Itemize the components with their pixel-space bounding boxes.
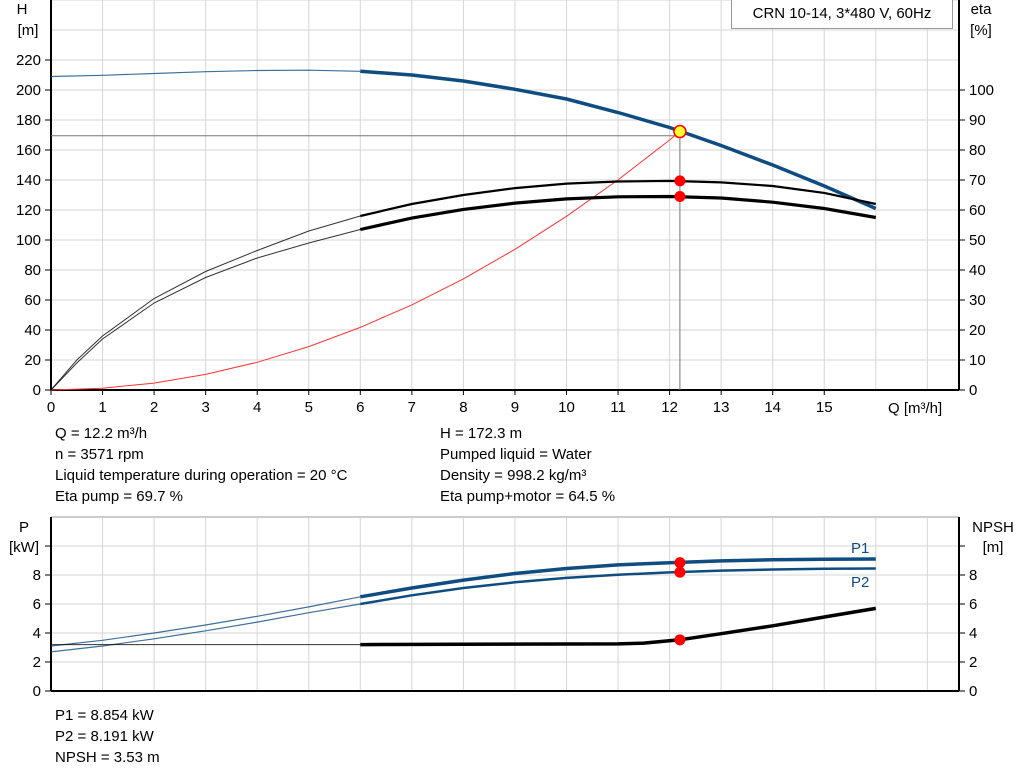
duty-point (673, 124, 687, 139)
axis-labels: H [m] eta [%] Q [m³/h] P [kW] NPSH [m] P… (9, 1, 1014, 591)
h-tick-label: 40 (24, 322, 41, 339)
q-tick-label: 9 (511, 399, 519, 416)
info-left: Q = 12.2 m³/h n = 3571 rpm Liquid temper… (55, 423, 347, 507)
p-tick-label: 8 (33, 567, 41, 584)
npsh-tick-label: 4 (969, 625, 977, 642)
info-q: Q = 12.2 m³/h (55, 425, 148, 442)
npsh-duty-point (674, 634, 686, 646)
p1-curve-line-extrapolated (50, 596, 361, 647)
info-right: H = 172.3 m Pumped liquid = Water Densit… (440, 423, 615, 507)
npsh-tick-label: 6 (969, 596, 977, 613)
h-tick-label: 220 (16, 52, 41, 69)
npsh-axis-unit: [m] (983, 539, 1004, 556)
p1-duty-point (674, 557, 686, 569)
p-tick-label: 2 (33, 654, 41, 671)
h-axis-label: H (17, 1, 28, 18)
p1-series-label: P1 (851, 540, 869, 557)
h-tick-label: 0 (33, 382, 41, 399)
info-temp: Liquid temperature during operation = 20… (55, 467, 348, 484)
info-eta-pump: Eta pump = 69.7 % (55, 488, 183, 505)
q-tick-label: 11 (610, 399, 626, 416)
eta-axis-unit: [%] (970, 22, 992, 39)
eta-tick-label: 80 (969, 142, 986, 159)
head-curve-line (360, 69, 877, 211)
info-power: P1 = 8.854 kW P2 = 8.191 kW NPSH = 3.53 … (55, 705, 160, 768)
q-tick-label: 8 (459, 399, 467, 416)
h-tick-label: 140 (16, 172, 41, 189)
eta-tick-label: 60 (969, 202, 986, 219)
top-grid: 0 1 2 3 4 5 6 7 8 9 10 11 12 13 14 15020406080100120140… (16, 0, 994, 416)
info-density: Density = 998.2 kg/m³ (440, 467, 587, 484)
p-axis-label: P (19, 519, 29, 536)
eta-tick-label: 50 (969, 232, 986, 249)
q-tick-label: 10 (558, 399, 575, 416)
bottom-grid: 0 2 4 6 8 0 2 4 6 8 (33, 516, 977, 700)
q-tick-label: 14 (764, 399, 781, 416)
q-tick-label: 4 (253, 399, 261, 416)
q-tick-label: 7 (408, 399, 416, 416)
h-tick-label: 80 (24, 262, 41, 279)
eta-pump-motor-curve-line (359, 194, 877, 232)
h-axis-unit: [m] (18, 22, 39, 39)
info-n: n = 3571 rpm (55, 446, 144, 463)
npsh-axis-label: NPSH (972, 519, 1014, 536)
p1-curve-line (360, 557, 876, 599)
eta-pump-curve-line-extrapolated (50, 215, 361, 391)
q-tick-label: 6 (356, 399, 364, 416)
eta-tick-label: 40 (969, 262, 986, 279)
eta-tick-label: 90 (969, 112, 986, 129)
q-tick-label: 13 (713, 399, 730, 416)
npsh-curve-line (360, 606, 877, 647)
info-liquid: Pumped liquid = Water (440, 446, 592, 463)
p-tick-label: 0 (33, 683, 41, 700)
npsh-tick-label: 0 (969, 683, 977, 700)
p2-duty-point (674, 566, 686, 578)
eta-axis-label: eta (971, 1, 993, 18)
q-tick-label: 15 (816, 399, 833, 416)
eta-tick-label: 20 (969, 322, 986, 339)
q-axis-label: Q [m³/h] (888, 400, 942, 417)
q-tick-label: 2 (150, 399, 158, 416)
info-npsh: NPSH = 3.53 m (55, 749, 160, 766)
p2-curve-line-extrapolated (50, 603, 361, 653)
h-tick-label: 20 (24, 352, 41, 369)
p2-series-label: P2 (851, 574, 869, 591)
eta-pump-duty-point (674, 175, 686, 187)
h-tick-label: 120 (16, 202, 41, 219)
q-tick-label: 0 (47, 399, 55, 416)
eta-tick-label: 70 (969, 172, 986, 189)
p2-curve-line (360, 567, 876, 606)
eta-pump-curve-line (360, 179, 877, 218)
p-tick-label: 4 (33, 625, 41, 642)
head-curve-line-extrapolated (50, 69, 361, 78)
system-curve-line (50, 131, 681, 391)
q-tick-label: 5 (305, 399, 313, 416)
h-tick-label: 100 (16, 232, 41, 249)
npsh-tick-label: 2 (969, 654, 977, 671)
info-p1: P1 = 8.854 kW (55, 707, 154, 724)
eta-tick-label: 30 (969, 292, 986, 309)
h-tick-label: 200 (16, 82, 41, 99)
info-p2: P2 = 8.191 kW (55, 728, 154, 745)
info-h: H = 172.3 m (440, 425, 523, 442)
npsh-tick-label: 8 (969, 567, 977, 584)
h-tick-label: 180 (16, 112, 41, 129)
eta-tick-label: 100 (969, 82, 994, 99)
q-tick-label: 1 (98, 399, 106, 416)
info-eta-total: Eta pump+motor = 64.5 % (440, 488, 616, 505)
eta-tick-label: 10 (969, 352, 986, 369)
top-marks (50, 69, 877, 391)
eta-tick-label: 0 (969, 382, 977, 399)
eta-pump-motor-curve-line-extrapolated (50, 229, 361, 391)
bottom-marks (50, 557, 877, 653)
q-tick-label: 3 (201, 399, 209, 416)
h-tick-label: 60 (24, 292, 41, 309)
h-tick-label: 160 (16, 142, 41, 159)
p-tick-label: 6 (33, 596, 41, 613)
q-tick-label: 12 (661, 399, 678, 416)
eta-pump-motor-duty-point (674, 191, 686, 202)
p-axis-unit: [kW] (9, 539, 39, 556)
chart-legend: CRN 10-14, 3*480 V, 60Hz (731, 0, 953, 29)
